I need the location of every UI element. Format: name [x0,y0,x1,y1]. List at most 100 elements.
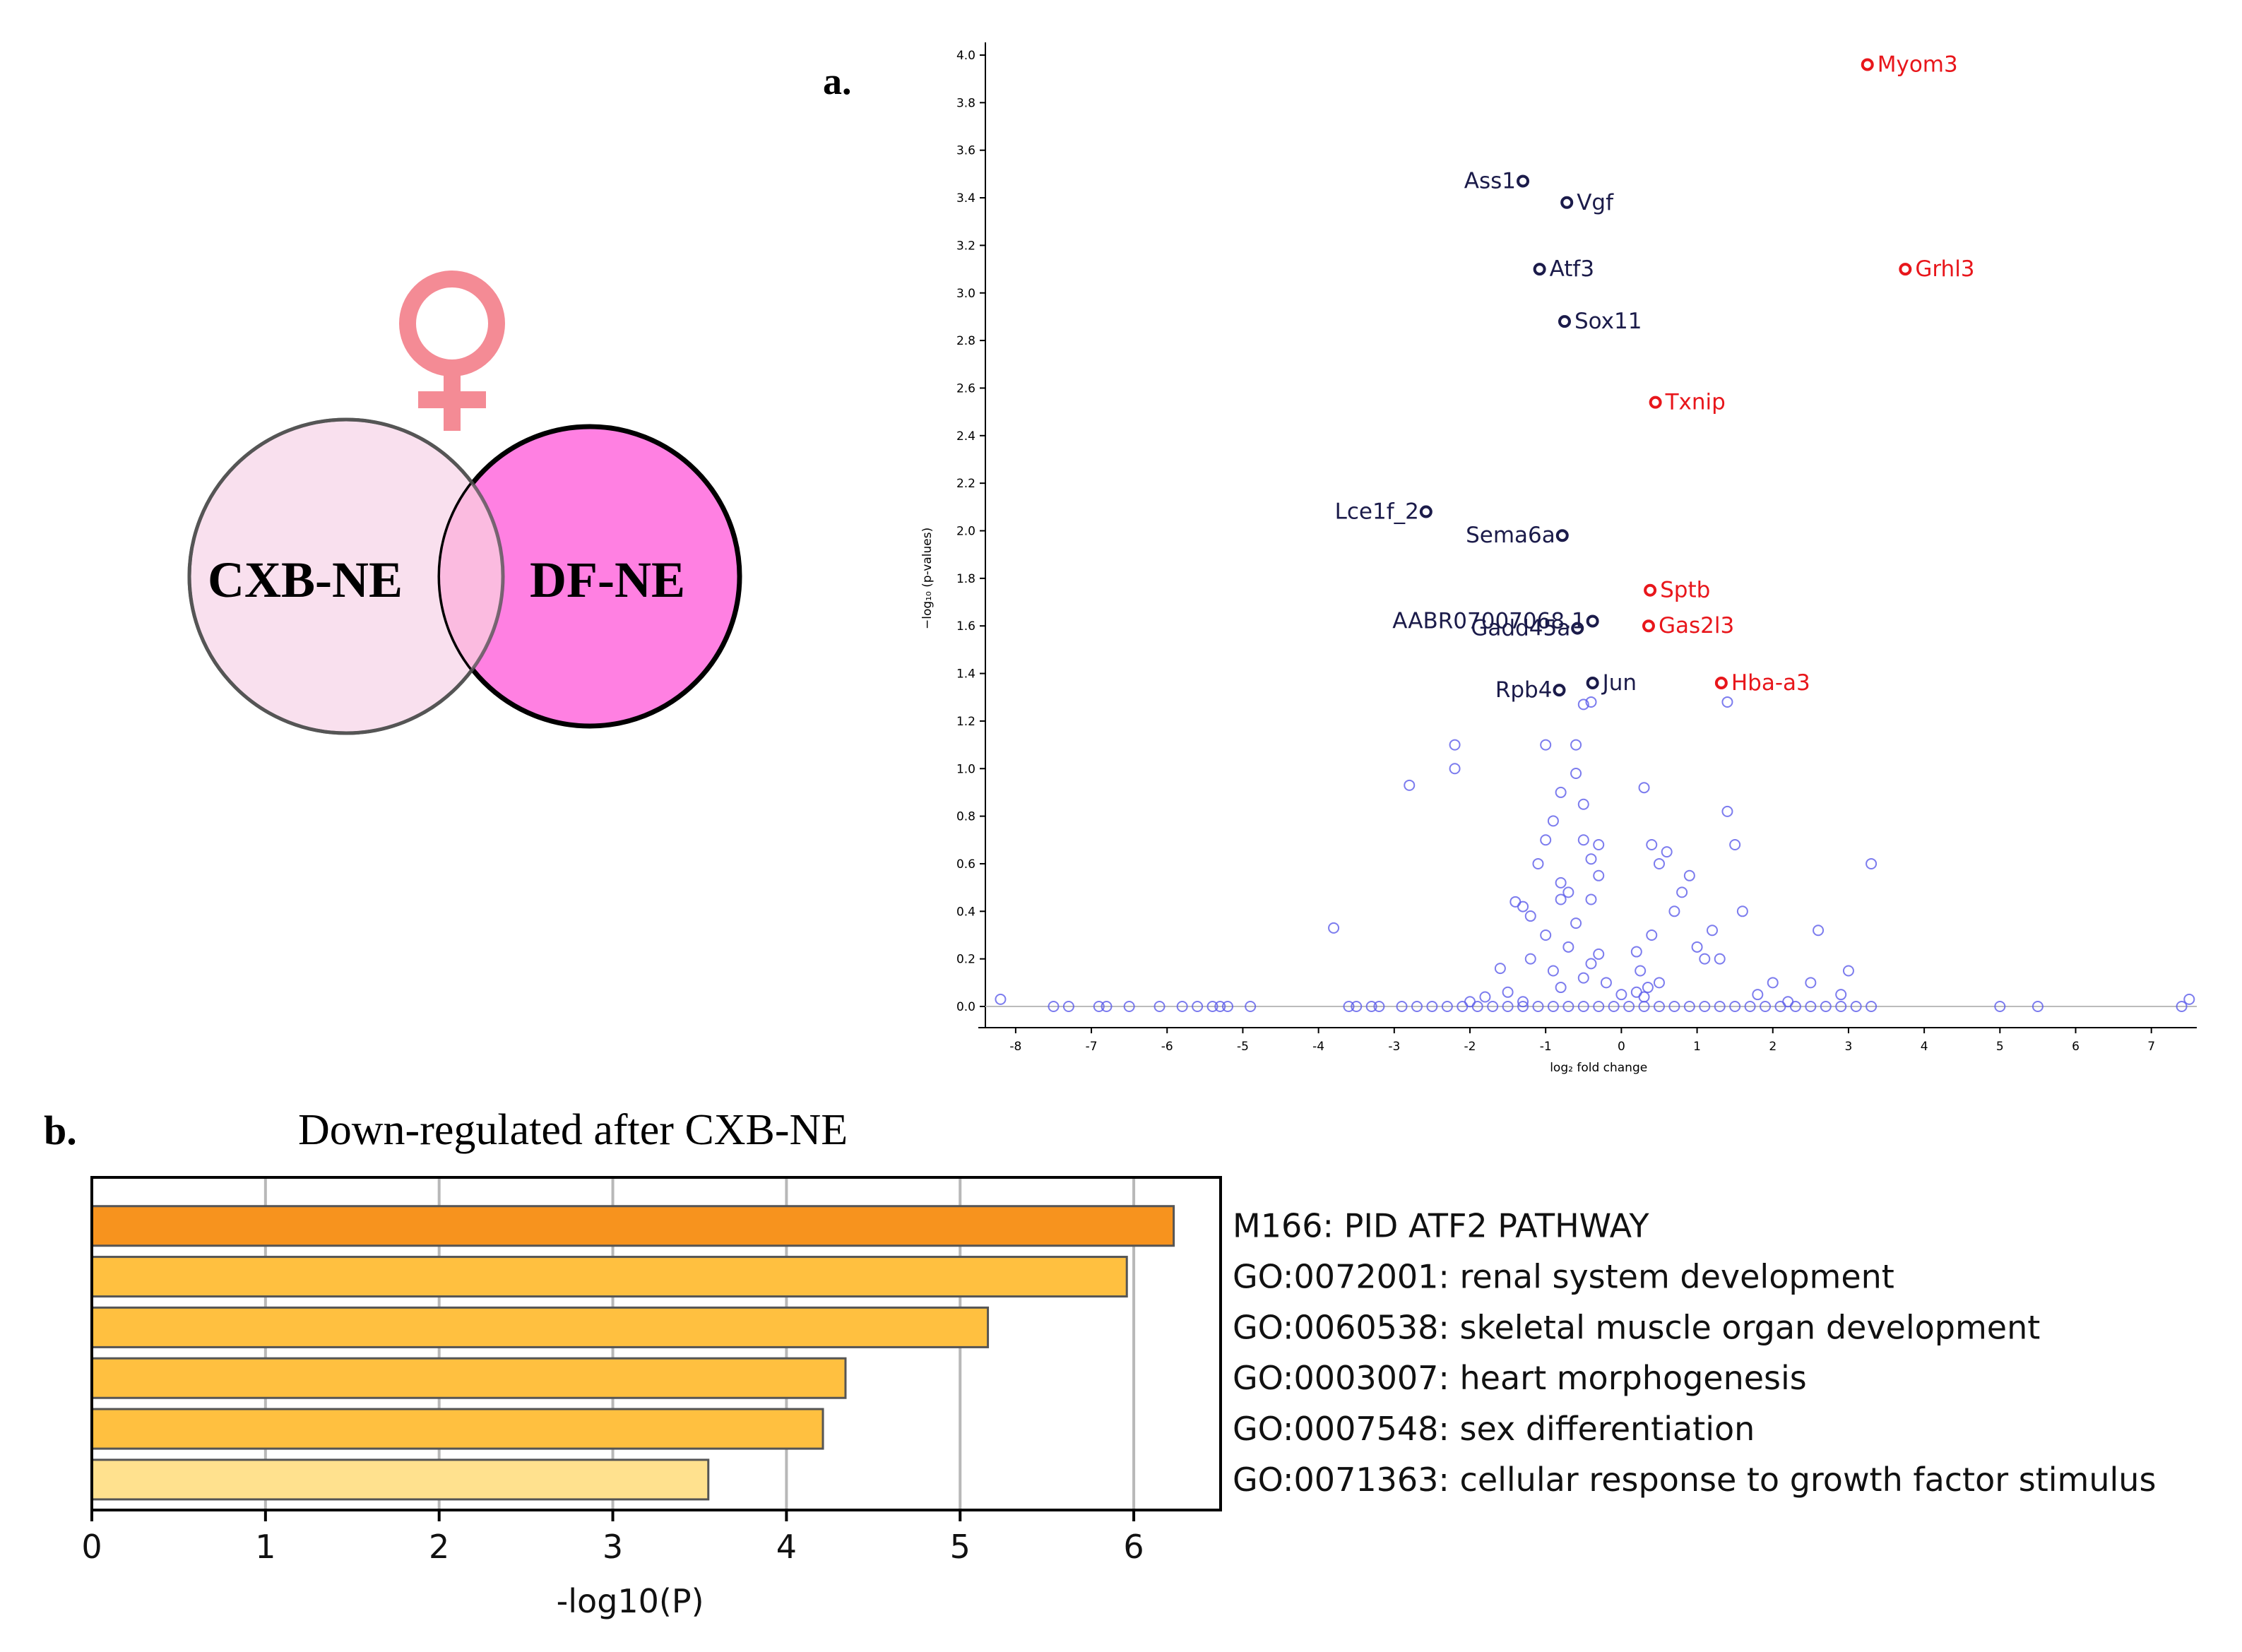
bar-category-label: GO:0071363: cellular response to growth … [1233,1461,2156,1499]
volcano-x-tick-label: -7 [1086,1040,1098,1054]
volcano-y-tick-label: 3.4 [956,191,975,206]
volcano-point [1608,1001,1620,1012]
volcano-point [1547,965,1559,977]
volcano-point [1343,1001,1355,1012]
volcano-point [1699,953,1711,965]
volcano-y-tick-label: 0.8 [956,810,975,824]
volcano-y-tick-label: 3.6 [956,144,975,158]
volcano-point [1555,786,1567,798]
volcano-point [1683,1001,1695,1012]
volcano-x-tick-label: 1 [1693,1040,1701,1054]
volcano-point [1411,1001,1423,1012]
volcano-y-axis-label: −log₁₀ (p-values) [920,528,935,629]
volcano-point [1547,815,1559,827]
bar-x-tick-label: 3 [603,1528,623,1566]
volcano-point [1532,857,1544,869]
volcano-point [1721,696,1733,708]
bar-category-label: GO:0007548: sex differentiation [1233,1410,1755,1448]
volcano-point [1441,1001,1453,1012]
volcano-point [1630,946,1642,958]
bar-x-tick-label: 4 [776,1528,797,1566]
volcano-gene-point [1419,505,1433,518]
volcano-y-tick-label: 3.2 [956,239,975,253]
bar-x-tick-label: 6 [1123,1528,1144,1566]
volcano-point [1532,1001,1544,1012]
bar [90,1256,1128,1298]
volcano-gene-point [1586,614,1599,628]
volcano-point [1714,953,1726,965]
volcano-point [1540,834,1552,846]
volcano-point [1653,857,1665,869]
volcano-gene-label: AABR07007068.1 [1392,608,1585,634]
bar-plot-frame [90,1176,1222,1511]
bar-x-axis-label: -log10(P) [557,1582,704,1620]
venn-left-outline [187,417,505,735]
volcano-axes: 0.0 0.2 0.4 0.6 0.8 1.0 1.2 1.4 1.6 1.8 2.0 2.2 2.4 2… [920,42,2197,1075]
volcano-y-tick-label: 3.0 [956,287,975,301]
volcano-point [1487,1001,1499,1012]
volcano-point [1661,846,1673,858]
volcano-gene-label: Sptb [1660,578,1710,603]
panel-label-a: a. [823,60,852,102]
volcano-point [1555,982,1567,994]
volcano-x-tick-label: -4 [1312,1040,1324,1054]
volcano-point [1638,991,1650,1003]
volcano-gene-label: Txnip [1665,390,1726,415]
volcano-point [1593,1001,1605,1012]
bar-x-tick-label: 0 [81,1528,102,1566]
bar-category-label: GO:0003007: heart morphogenesis [1233,1359,1807,1397]
volcano-point [1494,963,1506,975]
volcano-point [1585,696,1597,708]
volcano-point [1570,739,1582,751]
volcano-gene-point [1555,529,1569,542]
volcano-point [1524,953,1536,965]
volcano-x-tick-label: 2 [1769,1040,1777,1054]
venn-diagram: CXB-NE DF-NE [187,271,742,735]
volcano-point [1782,996,1794,1008]
volcano-y-tick-label: 1.0 [956,762,975,776]
volcano-point [1562,886,1574,898]
volcano-point [1562,941,1574,953]
volcano-point [1048,1001,1060,1012]
volcano-x-tick-label: 6 [2072,1040,2080,1054]
volcano-point [1653,1001,1665,1012]
volcano-point [1721,805,1733,817]
volcano-point [1850,1001,1862,1012]
volcano-point [1562,1001,1574,1012]
volcano-point [1835,1001,1847,1012]
volcano-point [1646,839,1658,851]
volcano-point [1593,869,1605,881]
bar-category-label: M166: PID ATF2 PATHWAY [1233,1207,1650,1245]
volcano-point [1524,910,1536,922]
volcano-point [1729,1001,1741,1012]
female-symbol-icon [399,271,505,431]
volcano-y-tick-label: 2.0 [956,525,975,539]
volcano-point [1736,905,1748,917]
volcano-point [1062,1001,1074,1012]
volcano-point [1646,929,1658,941]
volcano-point [995,993,1007,1005]
volcano-point [1577,972,1589,984]
volcano-gene-point [1517,174,1530,188]
volcano-gene-label: Vgf [1577,190,1614,215]
volcano-x-tick-label: 3 [1845,1040,1853,1054]
volcano-point [1668,905,1680,917]
volcano-gene-point [1644,583,1657,597]
bar [90,1306,990,1348]
volcano-point [1691,941,1703,953]
volcano-gene-point [1586,677,1599,690]
volcano-point [1835,989,1847,1001]
volcano-gene-label: Jun [1601,670,1637,696]
volcano-y-tick-label: 1.2 [956,715,975,729]
volcano-point [1570,917,1582,929]
volcano-x-tick-label: -6 [1161,1040,1173,1054]
volcano-point [1214,1001,1226,1012]
volcano-point [1813,925,1825,937]
enrichment-bar-chart: b. Down-regulated after CXB-NE 0 1 2 3 4 5 6 -l… [44,1106,2156,1620]
volcano-point [1577,699,1589,711]
volcano-point [1600,977,1612,989]
bar [90,1357,847,1399]
volcano-x-tick-label: -5 [1237,1040,1249,1054]
volcano-x-axis-label: log₂ fold change [1550,1061,1647,1075]
